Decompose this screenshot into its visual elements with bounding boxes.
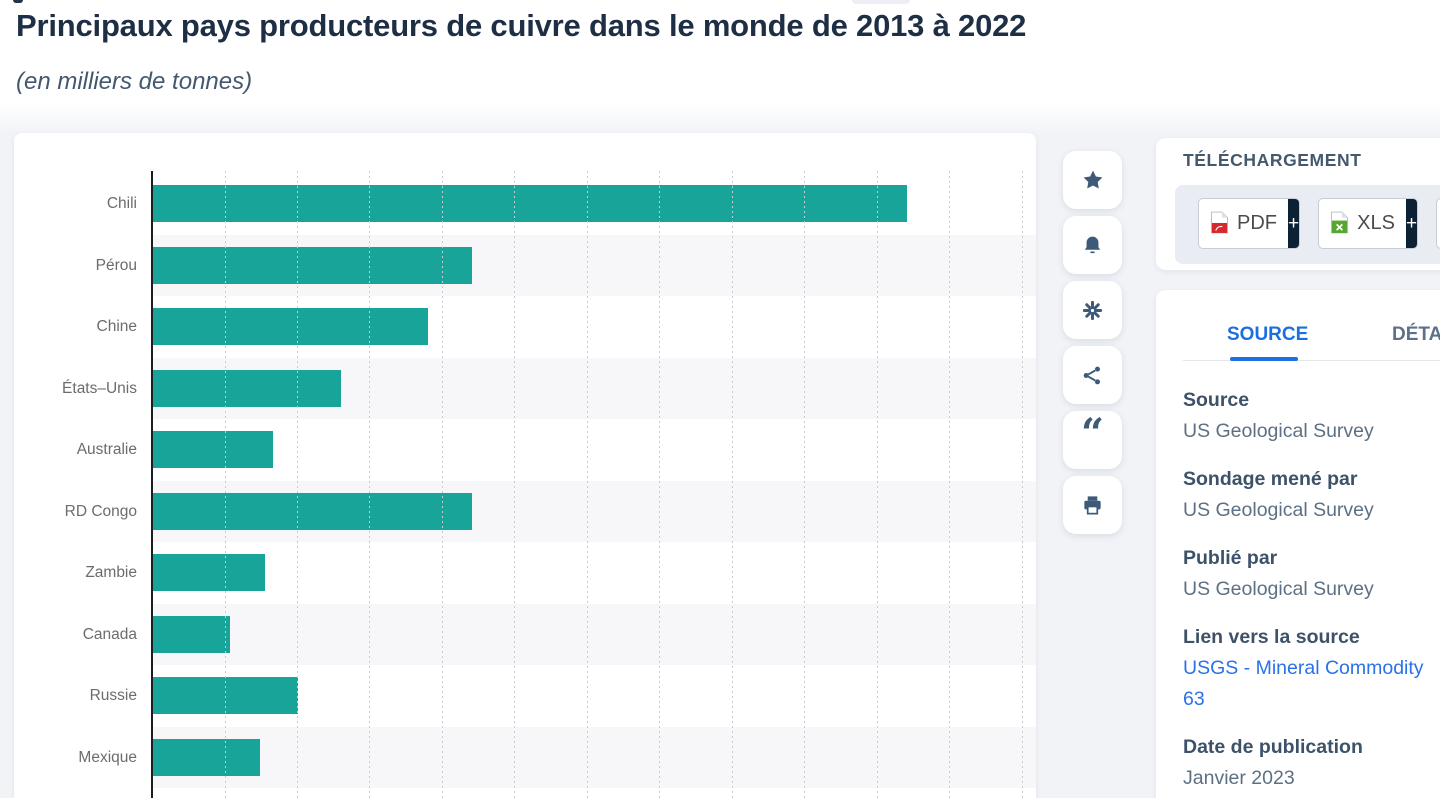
value-bar[interactable] — [153, 615, 230, 653]
bell-button[interactable] — [1063, 216, 1122, 274]
field-label: Source — [1183, 389, 1250, 411]
download-pdf-button[interactable]: PDF + — [1198, 198, 1301, 249]
value-bar[interactable] — [153, 369, 342, 407]
source-link[interactable]: USGS - Mineral Commodity 63 — [1183, 657, 1424, 710]
quote-icon: “ — [1080, 410, 1104, 457]
gear-button[interactable] — [1063, 281, 1122, 339]
gridline — [731, 171, 733, 798]
star-icon — [1081, 168, 1105, 192]
source-field: Source US Geological Survey — [1183, 385, 1440, 447]
category-label: Mexique — [78, 748, 137, 766]
tabs-divider — [1183, 360, 1440, 361]
cutoff-element-sliver — [13, 0, 23, 3]
field-label: Publié par — [1183, 547, 1278, 569]
print-icon — [1081, 494, 1104, 517]
chart-row: Australie — [14, 419, 1036, 481]
field-label: Sondage mené par — [1183, 468, 1358, 490]
download-xls-button[interactable]: XLS + — [1318, 198, 1419, 249]
gridline — [441, 171, 443, 798]
download-buttons-box: PDF + XLS + — [1175, 185, 1440, 264]
gridline — [296, 171, 298, 798]
source-fields: Source US Geological Survey Sondage mené p… — [1156, 361, 1440, 794]
category-label: Australie — [76, 441, 137, 458]
xls-file-icon — [1330, 211, 1349, 237]
tab-détails[interactable]: DÉTAILS — [1392, 324, 1440, 346]
category-label: Chine — [96, 318, 138, 335]
value-bar[interactable] — [153, 554, 265, 592]
field-value: US Geological Survey — [1183, 578, 1374, 600]
value-bar[interactable] — [153, 431, 274, 469]
field-value: US Geological Survey — [1183, 420, 1374, 442]
chart-row: Chine — [14, 296, 1036, 358]
gear-icon — [1081, 299, 1104, 322]
value-bar[interactable] — [153, 185, 907, 223]
star-button[interactable] — [1063, 151, 1122, 209]
source-card: SOURCE DÉTAILS Source US Geological Survey… — [1156, 290, 1440, 798]
source-field: Lien vers la source USGS - Mineral Commod… — [1183, 622, 1440, 715]
active-tab-underline — [1230, 357, 1298, 361]
tab-source[interactable]: SOURCE — [1227, 324, 1309, 345]
category-label: RD Congo — [64, 502, 137, 520]
field-label: Lien vers la source — [1183, 626, 1360, 648]
gridline — [804, 171, 806, 798]
gridline — [876, 171, 878, 798]
plus-icon[interactable]: + — [1288, 199, 1300, 248]
category-label: Zambie — [85, 564, 137, 581]
row-stripe — [152, 603, 1036, 665]
source-field: Sondage mené par US Geological Survey — [1183, 464, 1440, 526]
quote-button[interactable]: “ — [1063, 411, 1122, 469]
chart-action-toolbar: “ — [1063, 151, 1122, 534]
download-format-label: PDF — [1237, 212, 1277, 234]
source-field: Date de publication Janvier 2023 — [1183, 732, 1440, 794]
chart-gridlines — [152, 171, 1036, 798]
chart-row: États–Unis — [14, 357, 1036, 419]
page-title: Principaux pays producteurs de cuivre da… — [16, 8, 1027, 43]
chart-row: Zambie — [14, 542, 1036, 604]
value-bar[interactable] — [153, 246, 472, 284]
chart-row: Canada — [14, 603, 1036, 665]
row-stripe — [152, 726, 1036, 788]
download-format-label: XLS — [1357, 212, 1395, 234]
pdf-file-icon — [1210, 211, 1229, 237]
gridline — [224, 171, 226, 798]
page-subtitle: (en milliers de tonnes) — [16, 68, 253, 95]
field-value: US Geological Survey — [1183, 499, 1374, 521]
download-button-partial[interactable] — [1436, 198, 1440, 249]
cutoff-element-sliver-2 — [852, 0, 910, 4]
chart-row: Mexique — [14, 726, 1036, 788]
plus-icon[interactable]: + — [1405, 199, 1418, 248]
category-label: Chili — [106, 195, 137, 212]
download-heading: TÉLÉCHARGEMENT — [1183, 150, 1362, 170]
gridline — [514, 171, 516, 798]
gridline — [586, 171, 588, 798]
chart-row: RD Congo — [14, 480, 1036, 542]
share-button[interactable] — [1063, 346, 1122, 404]
print-button[interactable] — [1063, 476, 1122, 534]
share-icon — [1081, 364, 1104, 387]
chart-card: Chili Pérou Chine États–Unis Australie RD Con… — [14, 133, 1036, 798]
chart-row: Chili — [14, 173, 1036, 235]
chart-rows: Chili Pérou Chine États–Unis Australie RD Con… — [14, 173, 1036, 788]
y-axis-line — [151, 171, 153, 798]
category-label: Canada — [82, 625, 137, 643]
gridline — [1021, 171, 1023, 798]
value-bar[interactable] — [153, 738, 261, 776]
source-field: Publié par US Geological Survey — [1183, 543, 1440, 605]
category-label: Russie — [89, 687, 137, 704]
chart-row: Pérou — [14, 234, 1036, 296]
value-bar[interactable] — [153, 308, 429, 346]
gridline — [949, 171, 950, 798]
gridline — [659, 171, 661, 798]
field-label: Date de publication — [1183, 736, 1363, 758]
source-tabs: SOURCE DÉTAILS — [1156, 290, 1440, 361]
value-bar[interactable] — [153, 492, 472, 530]
category-label: Pérou — [95, 256, 137, 274]
gridline — [369, 171, 371, 798]
bell-icon — [1081, 234, 1104, 257]
download-card: TÉLÉCHARGEMENT PDF + XLS + — [1156, 138, 1440, 270]
field-value: Janvier 2023 — [1183, 767, 1295, 789]
category-label: États–Unis — [62, 379, 137, 397]
